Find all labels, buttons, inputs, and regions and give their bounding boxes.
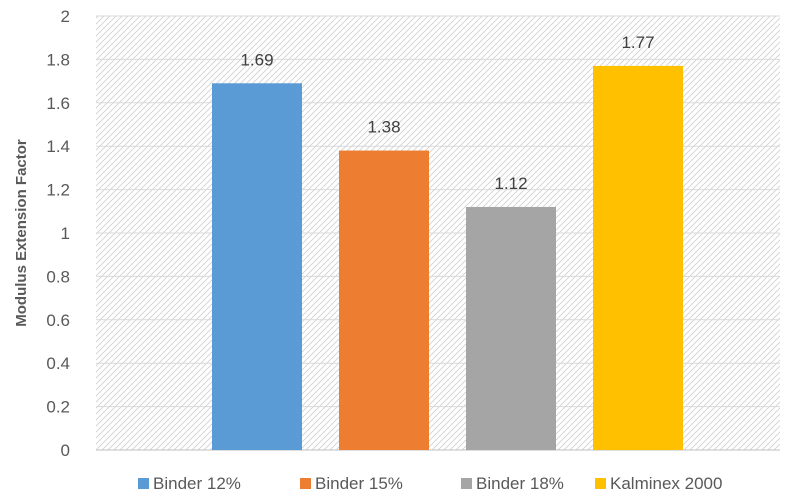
y-tick-label: 2 — [61, 7, 70, 26]
legend-item: Kalminex 2000 — [595, 474, 722, 493]
legend-label: Binder 15% — [315, 474, 403, 493]
data-label: 1.77 — [621, 33, 654, 52]
legend: Binder 12% Binder 15% Binder 18% Kalminex 2… — [138, 474, 722, 493]
legend-item: Binder 15% — [300, 474, 403, 493]
legend-item: Binder 12% — [138, 474, 241, 493]
gridlines — [96, 15, 780, 451]
y-tick-label: 0.6 — [46, 311, 70, 330]
legend-label: Binder 18% — [476, 474, 564, 493]
data-label: 1.69 — [240, 50, 273, 69]
legend-swatch — [138, 478, 149, 489]
y-axis-ticks: 0 0.2 0.4 0.6 0.8 1 1.2 1.4 1.6 1.8 2 — [46, 7, 70, 460]
y-tick-label: 0.8 — [46, 267, 70, 286]
data-label: 1.12 — [494, 174, 527, 193]
y-tick-label: 1.6 — [46, 94, 70, 113]
y-tick-label: 1 — [61, 224, 70, 243]
y-tick-label: 0 — [61, 441, 70, 460]
y-tick-label: 1.8 — [46, 50, 70, 69]
y-tick-label: 1.4 — [46, 137, 70, 156]
y-tick-label: 1.2 — [46, 181, 70, 200]
y-axis-title: Modulus Extension Factor — [13, 139, 30, 327]
legend-swatch — [595, 478, 606, 489]
y-tick-label: 0.4 — [46, 354, 70, 373]
y-tick-label: 0.2 — [46, 398, 70, 417]
legend-swatch — [300, 478, 311, 489]
bars — [212, 65, 683, 451]
bar-kalminex-2000 — [593, 65, 683, 450]
data-label: 1.38 — [367, 118, 400, 137]
legend-item: Binder 18% — [461, 474, 564, 493]
legend-swatch — [461, 478, 472, 489]
bar-binder-18 — [466, 206, 556, 450]
legend-label: Binder 12% — [153, 474, 241, 493]
data-labels: 1.69 1.38 1.12 1.77 — [240, 33, 654, 193]
bar-binder-15 — [339, 150, 429, 451]
legend-label: Kalminex 2000 — [610, 474, 722, 493]
bar-binder-12 — [212, 83, 302, 451]
